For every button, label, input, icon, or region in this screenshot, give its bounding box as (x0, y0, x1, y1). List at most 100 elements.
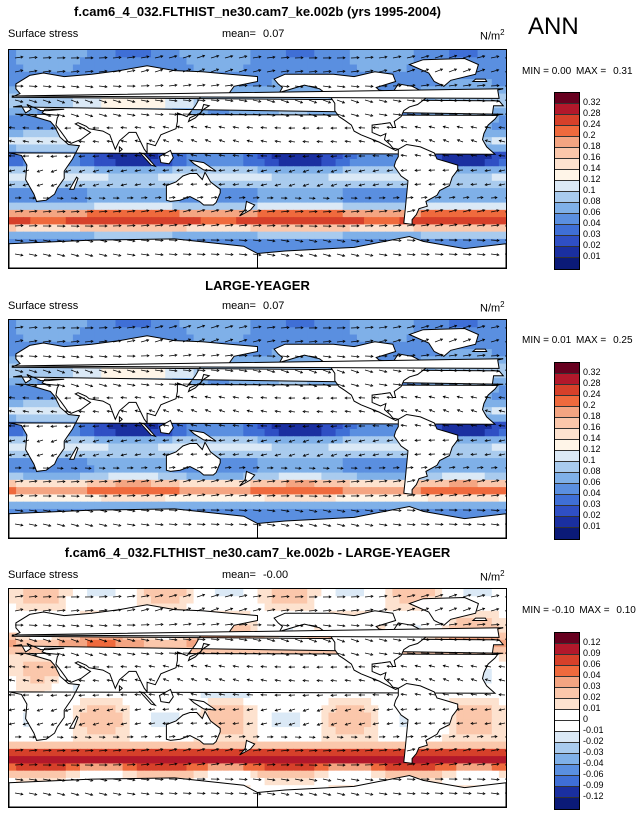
field-cell (16, 115, 24, 124)
field-cell (51, 195, 60, 204)
stress-vector (415, 126, 422, 129)
field-cell (392, 195, 401, 204)
stress-vector (182, 99, 192, 102)
field-cell (30, 224, 38, 233)
field-cell (435, 238, 443, 247)
field-cell (463, 209, 472, 218)
stress-vector-head (368, 196, 372, 200)
field-cell (484, 224, 493, 233)
stress-vector-head (118, 100, 122, 104)
stress-vector (336, 70, 346, 73)
field-cell (94, 231, 102, 240)
stress-vector (457, 126, 464, 129)
field-cell (293, 86, 301, 95)
stress-vector-head (202, 83, 206, 87)
field-cell (285, 378, 294, 386)
stress-vector-head (176, 125, 180, 129)
stress-vector-head (288, 126, 292, 130)
field-cell (435, 465, 443, 474)
stress-vector-head (50, 154, 54, 158)
stress-vector-head (132, 55, 136, 59)
stress-vector-head (22, 154, 26, 158)
stress-vector (406, 69, 415, 73)
field-cell (65, 224, 74, 233)
field-cell (172, 151, 180, 160)
field-cell (236, 188, 244, 196)
field-cell (470, 71, 479, 80)
field-cell (94, 209, 102, 218)
field-cell (271, 57, 280, 66)
field-cell (151, 50, 159, 58)
stress-vector-head (174, 209, 178, 212)
field-cell (399, 349, 408, 357)
field-cell (9, 86, 17, 95)
field-cell (328, 195, 337, 204)
stress-vector (406, 84, 416, 87)
field-cell (342, 195, 351, 204)
stress-vector-head (76, 114, 80, 118)
stress-vector-head (160, 209, 164, 213)
field-cell (122, 224, 131, 233)
field-cell (229, 209, 237, 218)
field-cell (72, 458, 81, 466)
stress-vector (373, 140, 380, 143)
stress-vector-head (34, 84, 38, 88)
land-mass (393, 143, 459, 225)
field-cell (214, 334, 223, 343)
stress-vector-head (106, 154, 110, 158)
stress-vector (294, 210, 304, 213)
field-cell (285, 224, 294, 233)
colorbar-tick-label: 0.06 (583, 207, 601, 217)
field-cell (335, 64, 344, 73)
stress-vector-head (467, 68, 472, 72)
field-cell (51, 465, 60, 474)
field-cell (243, 458, 251, 466)
field-cell (87, 209, 95, 218)
stress-vector-head (260, 154, 264, 158)
stress-vector-head (148, 139, 152, 143)
field-cell (456, 224, 464, 233)
field-cell (9, 407, 17, 416)
field-cell (165, 436, 173, 445)
field-cell (186, 202, 195, 211)
field-cell (307, 231, 315, 240)
field-cell (257, 64, 266, 73)
stress-vector-head (188, 208, 192, 212)
stress-vector (470, 183, 478, 185)
field-cell (349, 224, 358, 233)
field-cell (30, 137, 38, 146)
field-cell (442, 472, 450, 481)
stress-vector (191, 154, 198, 157)
field-cell (342, 217, 351, 225)
field-cell (328, 320, 337, 328)
field-cell (165, 487, 173, 495)
stress-vector (219, 126, 226, 129)
field-cell (342, 159, 351, 167)
field-cell (51, 217, 60, 225)
stress-vector (448, 84, 457, 87)
field-cell (87, 173, 95, 182)
field-cell (250, 64, 259, 73)
field-cell (356, 320, 365, 328)
field-cell (229, 443, 237, 452)
field-cell (94, 180, 102, 189)
stress-vector-head (62, 239, 66, 243)
stress-vector-head (132, 84, 136, 88)
field-cell (136, 57, 145, 66)
stress-vector (154, 197, 162, 199)
stress-vector (406, 224, 415, 227)
field-cell (143, 180, 152, 189)
stress-vector-head (202, 252, 206, 256)
field-cell (356, 472, 365, 481)
field-cell (491, 407, 500, 416)
field-cell (80, 151, 88, 160)
stress-vector (372, 127, 380, 129)
field-cell (229, 108, 237, 116)
field-cell (463, 450, 472, 459)
stress-vector-head (260, 139, 264, 143)
field-cell (72, 421, 81, 430)
field-cell (37, 100, 46, 109)
field-cell (23, 217, 31, 225)
field-cell (101, 151, 109, 160)
field-cell (207, 487, 216, 495)
